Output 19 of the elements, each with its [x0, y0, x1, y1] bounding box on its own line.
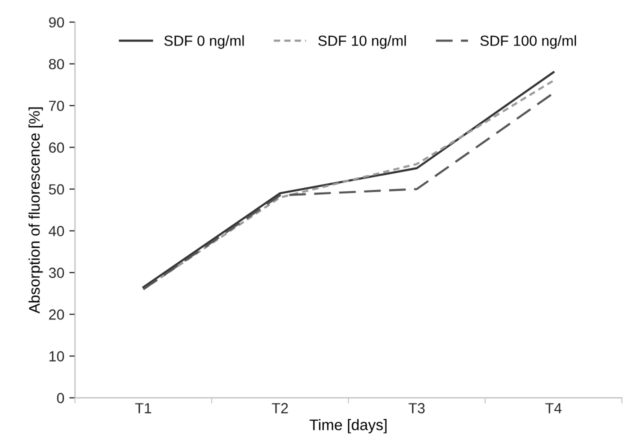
- x-tick-label: T4: [545, 403, 562, 414]
- y-tick-label: 50: [48, 184, 64, 195]
- y-tick-label: 60: [49, 142, 64, 153]
- legend-label: SDF 0 ng/ml: [164, 35, 244, 49]
- x-tick-label: T2: [272, 403, 288, 414]
- y-tick-label: 20: [49, 309, 64, 320]
- y-tick-label: 90: [49, 17, 64, 28]
- y-tick-label: 80: [48, 58, 64, 70]
- y-tick-label: 70: [49, 100, 64, 112]
- x-axis-title: Time [days]: [310, 419, 387, 434]
- x-tick-label: T1: [135, 403, 152, 414]
- legend-label: SDF 100 ng/ml: [480, 35, 576, 49]
- y-tick-label: 30: [48, 268, 64, 278]
- y-tick-label: 40: [48, 226, 64, 236]
- y-tick-label: 0: [57, 392, 64, 404]
- y-axis-title: Absorption of fluorescence [%]: [28, 107, 43, 314]
- x-tick-label: T3: [408, 403, 425, 414]
- legend-label: SDF 10 ng/ml: [318, 35, 406, 49]
- y-tick-label: 10: [49, 351, 64, 362]
